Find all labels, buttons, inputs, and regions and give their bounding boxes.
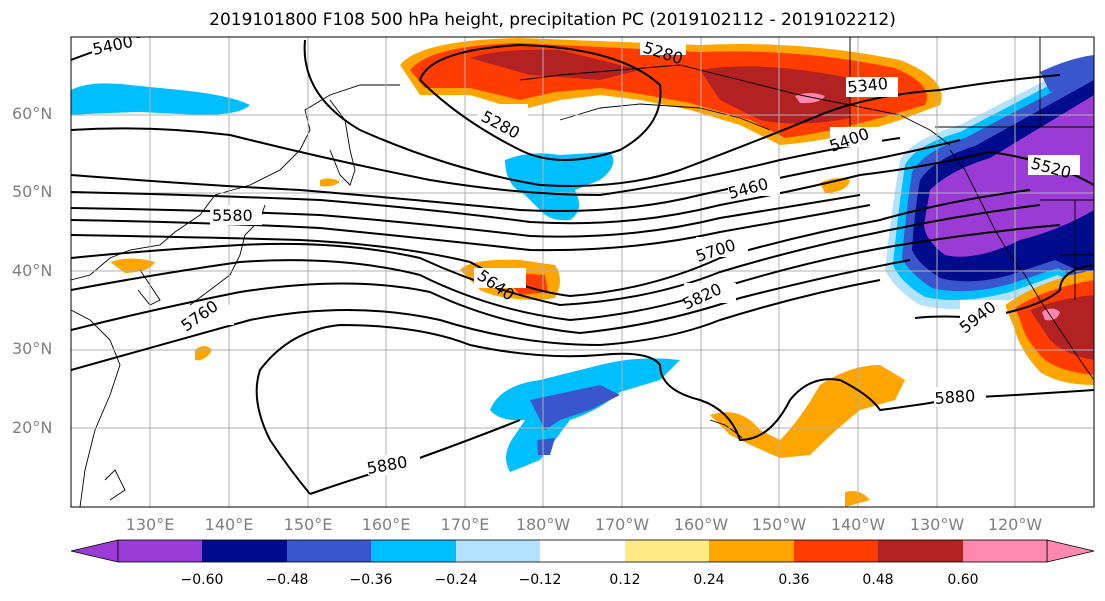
contour-label-5340: 5340 xyxy=(846,74,888,97)
contour-label-bg xyxy=(960,300,1006,320)
lat-label-20n: 20°N xyxy=(12,418,53,437)
lon-label-170w: 170°W xyxy=(594,515,650,534)
contour-5400 xyxy=(71,127,901,197)
coast-na-west xyxy=(949,149,1094,381)
colorbar-tick-neg048: −0.48 xyxy=(265,572,309,588)
lon-label-150e: 150°E xyxy=(283,515,333,534)
colorbar-frame xyxy=(117,539,1048,563)
coast-korea xyxy=(137,269,161,306)
lon-label-130w: 130°W xyxy=(909,515,965,534)
contour-5280-low xyxy=(418,43,662,161)
lon-label-130e: 130°E xyxy=(125,515,175,534)
colorbar-bin-9 xyxy=(878,540,963,562)
contour-5700 xyxy=(71,204,1041,307)
lon-label-180w: 180°W xyxy=(515,515,571,534)
colorbar-tick-neg036: −0.36 xyxy=(349,572,393,588)
colorbar-bin-1 xyxy=(202,540,287,562)
colorbar-bin-4 xyxy=(456,540,540,562)
lat-label-40n: 40°N xyxy=(12,261,53,280)
contour-label-bg xyxy=(92,38,142,58)
contour-5880-south xyxy=(255,323,1094,495)
contour-label-bg xyxy=(728,176,780,196)
contour-label-bg xyxy=(846,77,898,97)
colorbar-bin-7 xyxy=(709,540,794,562)
colorbar-bin-10 xyxy=(963,540,1047,562)
contour-label-bg xyxy=(368,455,420,475)
coast-philippines xyxy=(104,469,126,501)
contour-label-bg xyxy=(474,268,526,288)
plot-border xyxy=(70,36,1095,508)
contour-label-bg xyxy=(696,237,748,257)
colorbar-tick-neg024: −0.24 xyxy=(434,572,478,588)
contour-label-5580: 5580 xyxy=(212,206,253,225)
contour-5820 xyxy=(71,259,911,335)
contour-5460 xyxy=(71,139,961,212)
precip-region-siberia xyxy=(71,83,250,115)
colorbar-bin-8 xyxy=(794,540,878,562)
contour-label-bg xyxy=(934,387,986,407)
lon-label-160w: 160°W xyxy=(673,515,729,534)
colorbar-bin-6 xyxy=(625,540,709,562)
contour-5340 xyxy=(303,39,1061,187)
lon-label-120w: 120°W xyxy=(987,515,1043,534)
colorbar-tick-048: 0.48 xyxy=(862,572,894,588)
colorbar-tick-060: 0.60 xyxy=(947,572,979,588)
contour-label-bg xyxy=(478,104,528,124)
contour-label-bg xyxy=(830,127,882,147)
colorbar-bin-5 xyxy=(540,540,625,562)
contour-label-bg xyxy=(210,205,262,225)
contour-5760 xyxy=(71,224,1061,322)
lon-label-150w: 150°W xyxy=(751,515,807,534)
colorbar-extend-left xyxy=(70,539,119,563)
contour-label-bg xyxy=(1028,155,1080,175)
lon-label-140w: 140°W xyxy=(830,515,886,534)
coast-us-state xyxy=(1040,199,1094,300)
lat-label-30n: 30°N xyxy=(12,339,53,358)
lat-label-60n: 60°N xyxy=(12,104,53,123)
coast-alaska-south xyxy=(559,103,771,131)
map-title: 2019101800 F108 500 hPa height, precipit… xyxy=(209,10,896,30)
colorbar xyxy=(70,539,1095,563)
contour-label-bg xyxy=(684,283,736,303)
colorbar-extend-right xyxy=(1046,539,1095,563)
colorbar-tick-036: 0.36 xyxy=(778,572,810,588)
colorbar-bin-0 xyxy=(118,540,202,562)
contour-5520 xyxy=(71,150,1094,225)
colorbar-tick-024: 0.24 xyxy=(693,572,725,588)
coast-alaska xyxy=(519,64,951,146)
lon-label-140e: 140°E xyxy=(204,515,254,534)
lon-label-160e: 160°E xyxy=(361,515,411,534)
colorbar-tick-neg012: −0.12 xyxy=(518,572,562,588)
colorbar-tick-neg060: −0.60 xyxy=(180,572,224,588)
graticule xyxy=(71,37,1094,507)
colorbar-tick-012: 0.12 xyxy=(609,572,641,588)
contour-5940 xyxy=(914,264,1094,320)
lat-label-50n: 50°N xyxy=(12,182,53,201)
contour-5820b xyxy=(71,279,881,371)
colorbar-bin-3 xyxy=(371,540,456,562)
contour-label-5880-east: 5880 xyxy=(934,386,976,408)
contour-labels: 5400 5280 5280 5340 5400 5460 5520 5580 … xyxy=(91,37,1080,478)
lon-label-170e: 170°E xyxy=(440,515,490,534)
contour-label-bg xyxy=(186,305,234,325)
contour-5640 xyxy=(71,189,1031,298)
colorbar-bin-2 xyxy=(287,540,371,562)
contour-label-bg xyxy=(640,37,686,55)
coast-china xyxy=(71,309,121,507)
